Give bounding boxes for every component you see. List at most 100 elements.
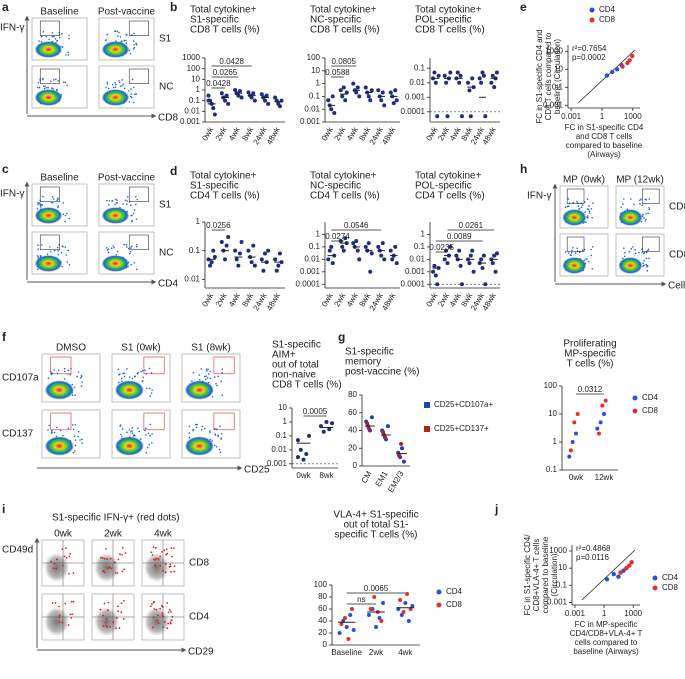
dot — [343, 236, 348, 241]
event-dot — [154, 565, 157, 568]
event-dot — [160, 605, 163, 607]
y-tick-label: 0 — [323, 640, 328, 649]
event-dot — [48, 38, 50, 41]
event-dot — [640, 198, 642, 200]
dot — [405, 592, 410, 596]
x-tick-label: CM — [360, 469, 374, 485]
dot — [259, 257, 264, 262]
event-dot — [195, 423, 197, 426]
event-dot — [200, 429, 203, 431]
dot — [459, 114, 464, 119]
event-dot — [51, 602, 54, 604]
y-tick-label: 1 — [196, 85, 201, 94]
event-dot — [64, 246, 67, 248]
y-tick-label: 0.1 — [546, 465, 558, 474]
gate — [50, 356, 72, 375]
event-dot — [205, 375, 208, 377]
gate — [128, 186, 149, 202]
dot — [401, 459, 406, 464]
x-tick-label: 4wk — [227, 291, 242, 309]
event-dot — [74, 450, 76, 452]
event-dot — [590, 207, 593, 210]
dot — [457, 80, 462, 85]
panel-letter: g — [338, 330, 345, 344]
event-dot — [101, 557, 104, 559]
event-dot — [118, 31, 120, 34]
column-label: 4wk — [154, 529, 173, 540]
event-dot — [126, 431, 128, 434]
event-dot — [156, 619, 158, 622]
dot — [304, 452, 309, 457]
x-tick-label: 1000 — [624, 112, 642, 121]
legend-swatch — [632, 395, 638, 401]
event-dot — [67, 624, 70, 626]
event-dot — [169, 563, 172, 566]
event-dot — [572, 201, 575, 204]
event-dot — [41, 204, 44, 206]
event-dot — [45, 86, 48, 89]
y-tick-label: 0.001 — [180, 117, 201, 126]
event-dot — [105, 617, 108, 620]
event-dot — [106, 81, 109, 83]
event-dot — [628, 250, 631, 253]
dot — [340, 244, 345, 249]
dot — [274, 268, 279, 273]
column-label: 0wk — [54, 529, 73, 540]
dot — [372, 595, 377, 599]
event-dot — [170, 570, 173, 573]
event-dot — [47, 86, 49, 89]
gate — [128, 234, 149, 250]
event-dot — [68, 37, 70, 40]
event-dot — [128, 101, 131, 103]
x-tick-label: 12wk — [595, 473, 615, 482]
event-dot — [69, 374, 72, 376]
panel-letter: e — [520, 0, 527, 14]
event-dot — [163, 549, 166, 552]
y-tick-label: 0.0001 — [296, 279, 321, 288]
event-dot — [581, 249, 584, 251]
dot — [357, 257, 362, 262]
event-dot — [130, 96, 133, 99]
plot-title: CD8 T cells (%) — [415, 25, 485, 36]
dot — [490, 73, 495, 78]
dot — [436, 73, 441, 78]
dot — [604, 577, 610, 582]
event-dot — [169, 565, 172, 568]
y-tick-label: 100 — [314, 580, 328, 589]
dot — [340, 94, 345, 99]
event-dot — [209, 377, 212, 380]
event-dot — [70, 600, 73, 603]
event-dot — [213, 376, 216, 378]
y-tick-label: 0.1 — [189, 246, 201, 255]
event-dot — [150, 372, 153, 374]
event-dot — [149, 434, 151, 437]
event-dot — [61, 45, 63, 48]
event-dot — [591, 267, 594, 270]
event-dot — [151, 442, 153, 444]
event-dot — [42, 77, 44, 80]
event-dot — [100, 556, 102, 559]
dot — [208, 263, 213, 268]
x-tick-label: 2wk — [369, 648, 384, 657]
event-dot — [121, 428, 124, 430]
event-dot — [107, 203, 110, 206]
event-dot — [53, 369, 55, 371]
event-dot — [57, 197, 59, 199]
event-dot — [157, 614, 159, 617]
event-dot — [201, 425, 203, 428]
event-dot — [54, 602, 57, 604]
event-dot — [221, 394, 224, 397]
dot — [471, 269, 476, 274]
event-dot — [164, 571, 167, 574]
event-dot — [66, 212, 68, 215]
dot — [431, 269, 436, 274]
column-label: Post-vaccine — [98, 173, 156, 184]
x-axis-label: CD29 — [188, 647, 214, 658]
dot — [458, 263, 463, 268]
dot — [445, 114, 450, 119]
event-dot — [133, 209, 136, 211]
event-dot — [170, 611, 172, 613]
event-dot — [633, 203, 635, 206]
dot — [355, 85, 360, 90]
panel-letter: i — [2, 502, 5, 516]
